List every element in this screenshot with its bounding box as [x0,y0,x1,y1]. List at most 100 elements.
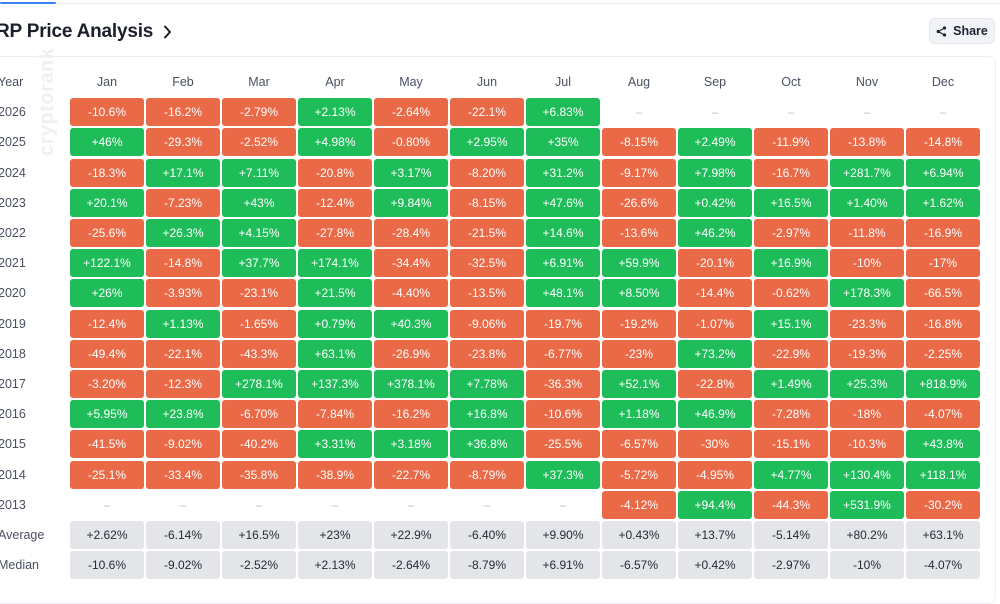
return-cell[interactable]: -23.8% [450,340,524,368]
return-cell[interactable]: -10.6% [70,98,144,126]
return-cell[interactable]: -22.8% [678,370,752,398]
return-cell[interactable]: +137.3% [298,370,372,398]
return-cell[interactable]: +118.1% [906,461,980,489]
return-cell[interactable]: -43.3% [222,340,296,368]
return-cell[interactable]: -14.8% [906,128,980,156]
return-cell[interactable]: +122.1% [70,249,144,277]
share-button[interactable]: Share [929,18,995,44]
return-cell[interactable]: +26.3% [146,219,220,247]
return-cell[interactable]: +2.13% [298,98,372,126]
return-cell[interactable]: +178.3% [830,279,904,307]
return-cell[interactable]: +1.40% [830,189,904,217]
return-cell[interactable]: +6.94% [906,159,980,187]
return-cell[interactable]: -22.9% [754,340,828,368]
summary-cell[interactable]: -8.79% [450,551,524,579]
return-cell[interactable]: +0.79% [298,310,372,338]
return-cell[interactable]: -9.06% [450,310,524,338]
summary-cell[interactable]: -6.40% [450,521,524,549]
return-cell[interactable]: -49.4% [70,340,144,368]
return-cell[interactable]: -26.9% [374,340,448,368]
return-cell[interactable]: +37.7% [222,249,296,277]
return-cell[interactable]: -4.07% [906,400,980,428]
return-cell[interactable]: -44.3% [754,491,828,519]
return-cell[interactable]: -6.77% [526,340,600,368]
return-cell[interactable]: +2.95% [450,128,524,156]
return-cell[interactable]: -9.02% [146,430,220,458]
return-cell[interactable]: +16.8% [450,400,524,428]
summary-cell[interactable]: +22.9% [374,521,448,549]
return-cell[interactable]: -8.20% [450,159,524,187]
return-cell[interactable]: +7.11% [222,159,296,187]
return-cell[interactable]: +3.18% [374,430,448,458]
return-cell[interactable]: +174.1% [298,249,372,277]
return-cell[interactable]: -7.28% [754,400,828,428]
summary-cell[interactable]: -9.02% [146,551,220,579]
return-cell[interactable]: -40.2% [222,430,296,458]
return-cell[interactable]: -4.40% [374,279,448,307]
return-cell[interactable]: -2.64% [374,98,448,126]
return-cell[interactable]: +52.1% [602,370,676,398]
return-cell[interactable]: -9.17% [602,159,676,187]
return-cell[interactable]: -3.93% [146,279,220,307]
return-cell[interactable]: -0.80% [374,128,448,156]
return-cell[interactable]: +0.42% [678,189,752,217]
return-cell[interactable]: -25.5% [526,430,600,458]
return-cell[interactable]: -23.1% [222,279,296,307]
return-cell[interactable]: +46.2% [678,219,752,247]
summary-cell[interactable]: +16.5% [222,521,296,549]
return-cell[interactable]: +31.2% [526,159,600,187]
return-cell[interactable]: +40.3% [374,310,448,338]
return-cell[interactable]: -41.5% [70,430,144,458]
return-cell[interactable]: -11.8% [830,219,904,247]
return-cell[interactable]: -10.6% [526,400,600,428]
summary-cell[interactable]: +6.91% [526,551,600,579]
return-cell[interactable]: -20.8% [298,159,372,187]
return-cell[interactable]: +20.1% [70,189,144,217]
return-cell[interactable]: +23.8% [146,400,220,428]
return-cell[interactable]: -32.5% [450,249,524,277]
return-cell[interactable]: -14.4% [678,279,752,307]
return-cell[interactable]: +59.9% [602,249,676,277]
summary-cell[interactable]: -6.14% [146,521,220,549]
return-cell[interactable]: +15.1% [754,310,828,338]
return-cell[interactable]: +4.15% [222,219,296,247]
return-cell[interactable]: -17% [906,249,980,277]
return-cell[interactable]: -25.6% [70,219,144,247]
return-cell[interactable]: +281.7% [830,159,904,187]
return-cell[interactable]: -16.8% [906,310,980,338]
return-cell[interactable]: -35.8% [222,461,296,489]
return-cell[interactable]: -12.4% [70,310,144,338]
return-cell[interactable]: -19.2% [602,310,676,338]
return-cell[interactable]: -18.3% [70,159,144,187]
summary-cell[interactable]: +2.13% [298,551,372,579]
return-cell[interactable]: +26% [70,279,144,307]
return-cell[interactable]: -2.52% [222,128,296,156]
return-cell[interactable]: +25.3% [830,370,904,398]
return-cell[interactable]: +531.9% [830,491,904,519]
return-cell[interactable]: +378.1% [374,370,448,398]
return-cell[interactable]: -12.4% [298,189,372,217]
summary-cell[interactable]: +2.62% [70,521,144,549]
summary-cell[interactable]: -10% [830,551,904,579]
return-cell[interactable]: +278.1% [222,370,296,398]
return-cell[interactable]: -12.3% [146,370,220,398]
summary-cell[interactable]: +9.90% [526,521,600,549]
return-cell[interactable]: -13.6% [602,219,676,247]
return-cell[interactable]: -34.4% [374,249,448,277]
return-cell[interactable]: -23% [602,340,676,368]
return-cell[interactable]: -4.12% [602,491,676,519]
return-cell[interactable]: -25.1% [70,461,144,489]
return-cell[interactable]: +94.4% [678,491,752,519]
return-cell[interactable]: -7.23% [146,189,220,217]
return-cell[interactable]: +818.9% [906,370,980,398]
return-cell[interactable]: +48.1% [526,279,600,307]
return-cell[interactable]: -0.62% [754,279,828,307]
return-cell[interactable]: +21.5% [298,279,372,307]
return-cell[interactable]: +4.98% [298,128,372,156]
return-cell[interactable]: -22.7% [374,461,448,489]
return-cell[interactable]: -20.1% [678,249,752,277]
return-cell[interactable]: +14.6% [526,219,600,247]
summary-cell[interactable]: -2.97% [754,551,828,579]
summary-cell[interactable]: +0.43% [602,521,676,549]
return-cell[interactable]: -13.8% [830,128,904,156]
